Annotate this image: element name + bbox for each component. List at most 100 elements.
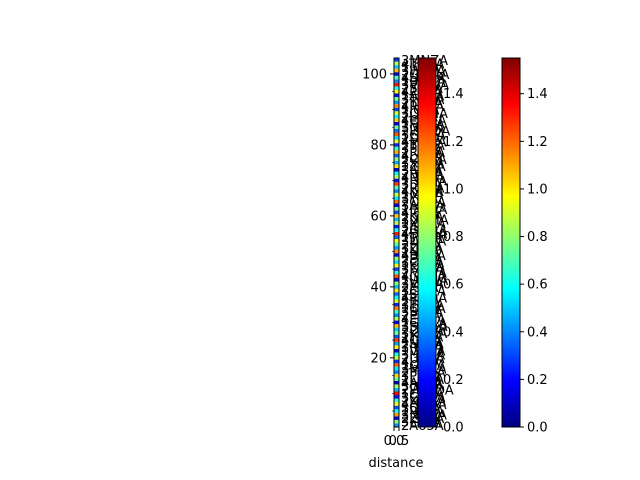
heatmap-cell bbox=[394, 238, 399, 243]
heatmap-cell bbox=[394, 345, 399, 349]
heatmap-cell bbox=[394, 242, 399, 247]
heatmap-cell bbox=[394, 231, 399, 236]
heatmap-cell bbox=[394, 104, 399, 108]
y-axis-ticks: 20 40 60 80 100 bbox=[362, 67, 394, 412]
heatmap-cell bbox=[394, 157, 399, 161]
heatmap-cell bbox=[394, 285, 399, 289]
heatmap-cell bbox=[394, 256, 399, 261]
heatmap-cell bbox=[394, 79, 399, 83]
x-tick-label: 0.5 bbox=[389, 434, 410, 449]
heatmap-cell bbox=[394, 352, 399, 357]
heatmap-cells bbox=[394, 58, 399, 427]
heatmap-cell bbox=[394, 221, 399, 225]
heatmap-cell bbox=[394, 412, 399, 417]
heatmap-cell bbox=[394, 182, 399, 186]
heatmap-cell bbox=[394, 146, 399, 151]
colorbar-tick-label: 0.8 bbox=[443, 230, 464, 245]
colorbar-tick-label: 0.0 bbox=[527, 421, 548, 436]
heatmap-cell bbox=[394, 89, 399, 94]
heatmap-cell bbox=[394, 380, 399, 385]
heatmap-cell bbox=[394, 199, 399, 204]
heatmap-cell bbox=[394, 274, 399, 278]
heatmap-cell bbox=[394, 214, 399, 218]
y-tick-label: 20 bbox=[370, 351, 387, 366]
heatmap-cell bbox=[394, 167, 399, 172]
heatmap-cell bbox=[394, 139, 399, 144]
heatmap-cell bbox=[394, 317, 399, 321]
heatmap-cell bbox=[394, 224, 399, 229]
colorbar-tick-label: 1.2 bbox=[527, 135, 548, 150]
heatmap-cell bbox=[394, 288, 399, 293]
heatmap-cell bbox=[394, 100, 399, 105]
colorbar-tick-label: 1.0 bbox=[527, 182, 548, 197]
heatmap-cell bbox=[394, 128, 399, 133]
heatmap-cell bbox=[394, 86, 399, 90]
colorbar-tick-label: 0.6 bbox=[527, 278, 548, 293]
heatmap-cell bbox=[394, 331, 399, 335]
heatmap-cell bbox=[394, 75, 399, 80]
heatmap-cell bbox=[394, 423, 399, 427]
heatmap-cell bbox=[394, 295, 399, 300]
heatmap-cell bbox=[394, 267, 399, 271]
heatmap-cell bbox=[394, 395, 399, 399]
heatmap-cell bbox=[394, 334, 399, 339]
heatmap-cell bbox=[394, 402, 399, 406]
colorbar-tick-label: 1.0 bbox=[443, 182, 464, 197]
colorbar-gradient bbox=[501, 57, 521, 428]
heatmap-cell bbox=[394, 207, 399, 211]
heatmap-cell bbox=[394, 302, 399, 307]
heatmap-cell bbox=[394, 359, 399, 364]
heatmap-cell bbox=[394, 153, 399, 158]
heatmap-cell bbox=[394, 175, 399, 179]
heatmap-cell bbox=[394, 164, 399, 168]
colorbar-tick-label: 0.8 bbox=[527, 230, 548, 245]
heatmap-cell bbox=[394, 132, 399, 137]
heatmap-cell bbox=[394, 327, 399, 332]
heatmap-cell bbox=[394, 281, 399, 286]
y-tick-label: 100 bbox=[362, 67, 387, 82]
heatmap-cell bbox=[394, 320, 399, 325]
heatmap-cell bbox=[394, 292, 399, 296]
heatmap-cell bbox=[394, 370, 399, 374]
heatmap-cell bbox=[394, 114, 399, 119]
heatmap-cell bbox=[394, 196, 399, 200]
heatmap-cell bbox=[394, 405, 399, 410]
colorbar-tick-label: 0.0 bbox=[443, 421, 464, 436]
heatmap-cell bbox=[394, 260, 399, 264]
heatmap-cell bbox=[394, 409, 399, 413]
heatmap-cell bbox=[394, 189, 399, 193]
x-axis-label: distance bbox=[368, 456, 423, 471]
x-tick-label: 0.0 bbox=[384, 434, 405, 449]
heatmap-cell bbox=[394, 277, 399, 282]
heatmap-cell bbox=[394, 65, 399, 69]
axes-frame bbox=[393, 57, 400, 428]
heatmap-cell bbox=[394, 68, 399, 73]
heatmap-cell bbox=[394, 125, 399, 129]
heatmap-cell bbox=[394, 416, 399, 420]
heatmap-cell bbox=[394, 107, 399, 112]
colorbar-tick-label: 1.2 bbox=[443, 135, 464, 150]
colorbar-tick-label: 0.4 bbox=[527, 325, 548, 340]
heatmap-cell bbox=[394, 93, 399, 98]
heatmap-cell bbox=[394, 341, 399, 346]
heatmap-cell bbox=[394, 235, 399, 239]
heatmap-cell bbox=[394, 313, 399, 318]
heatmap-cell bbox=[394, 160, 399, 165]
heatmap-cell bbox=[394, 143, 399, 147]
heatmap-cell bbox=[394, 171, 399, 176]
colorbar-tick-label: 1.4 bbox=[527, 87, 548, 102]
heatmap-cell bbox=[394, 249, 399, 254]
heatmap-cell bbox=[394, 97, 399, 101]
heatmap-cell bbox=[394, 373, 399, 378]
heatmap-cell bbox=[394, 398, 399, 403]
heatmap-cell bbox=[394, 121, 399, 126]
colorbar-tick-label: 0.2 bbox=[527, 373, 548, 388]
heatmap-cell bbox=[394, 82, 399, 87]
heatmap-cell bbox=[394, 263, 399, 268]
heatmap-cell bbox=[394, 203, 399, 208]
heatmap-cell bbox=[394, 210, 399, 215]
heatmap-cell bbox=[394, 348, 399, 353]
colorbar-2: 0.0 0.2 0.4 0.6 0.8 1.0 1.2 1.4 bbox=[501, 57, 548, 436]
heatmap-cell bbox=[394, 356, 399, 360]
